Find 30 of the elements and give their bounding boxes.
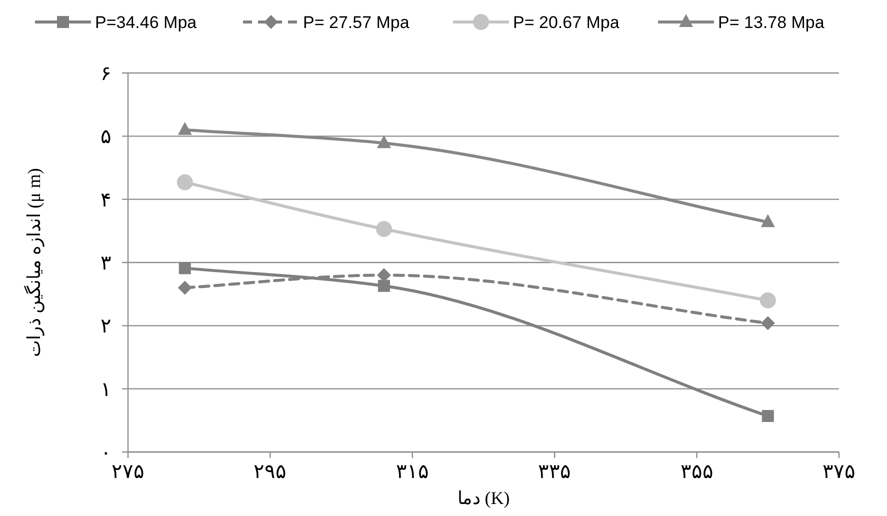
y-tick-label: ۶ — [100, 63, 112, 85]
y-tick-label: ۵ — [100, 126, 112, 148]
point — [176, 174, 193, 190]
x-axis-title: دما (K) — [457, 488, 510, 508]
x-tick-label: ۲۷۵ — [112, 461, 144, 483]
legend-label: P= 13.78 Mpa — [718, 13, 825, 32]
point — [178, 122, 192, 135]
y-tick-label: ۲ — [100, 316, 112, 338]
y-tick-label: ۳ — [100, 252, 112, 274]
x-tick-label: ۳۳۵ — [538, 461, 572, 483]
x-tick-label: ۲۹۵ — [254, 461, 287, 483]
x-tick-label: ۳۱۵ — [396, 461, 429, 483]
y-tick-label: ۴ — [100, 189, 112, 212]
y-tick-label: ۰ — [100, 442, 112, 464]
y-tick-label: ۱ — [100, 378, 112, 401]
point — [760, 316, 775, 330]
legend-label: P=34.46 Mpa — [95, 13, 198, 32]
legend-label: P= 20.67 Mpa — [513, 13, 620, 32]
point — [378, 280, 390, 292]
legend-label: P= 27.57 Mpa — [303, 13, 410, 32]
point — [760, 292, 776, 308]
point — [762, 410, 774, 422]
point — [178, 262, 191, 274]
y-axis-title: اندازه میانگین ذرات (μ m) — [23, 168, 45, 357]
point — [376, 221, 392, 238]
x-tick-label: ۳۵۵ — [680, 461, 714, 483]
x-tick-label: ۳۷۵ — [822, 461, 856, 483]
point — [178, 280, 192, 295]
point — [760, 214, 775, 228]
point — [376, 135, 391, 148]
